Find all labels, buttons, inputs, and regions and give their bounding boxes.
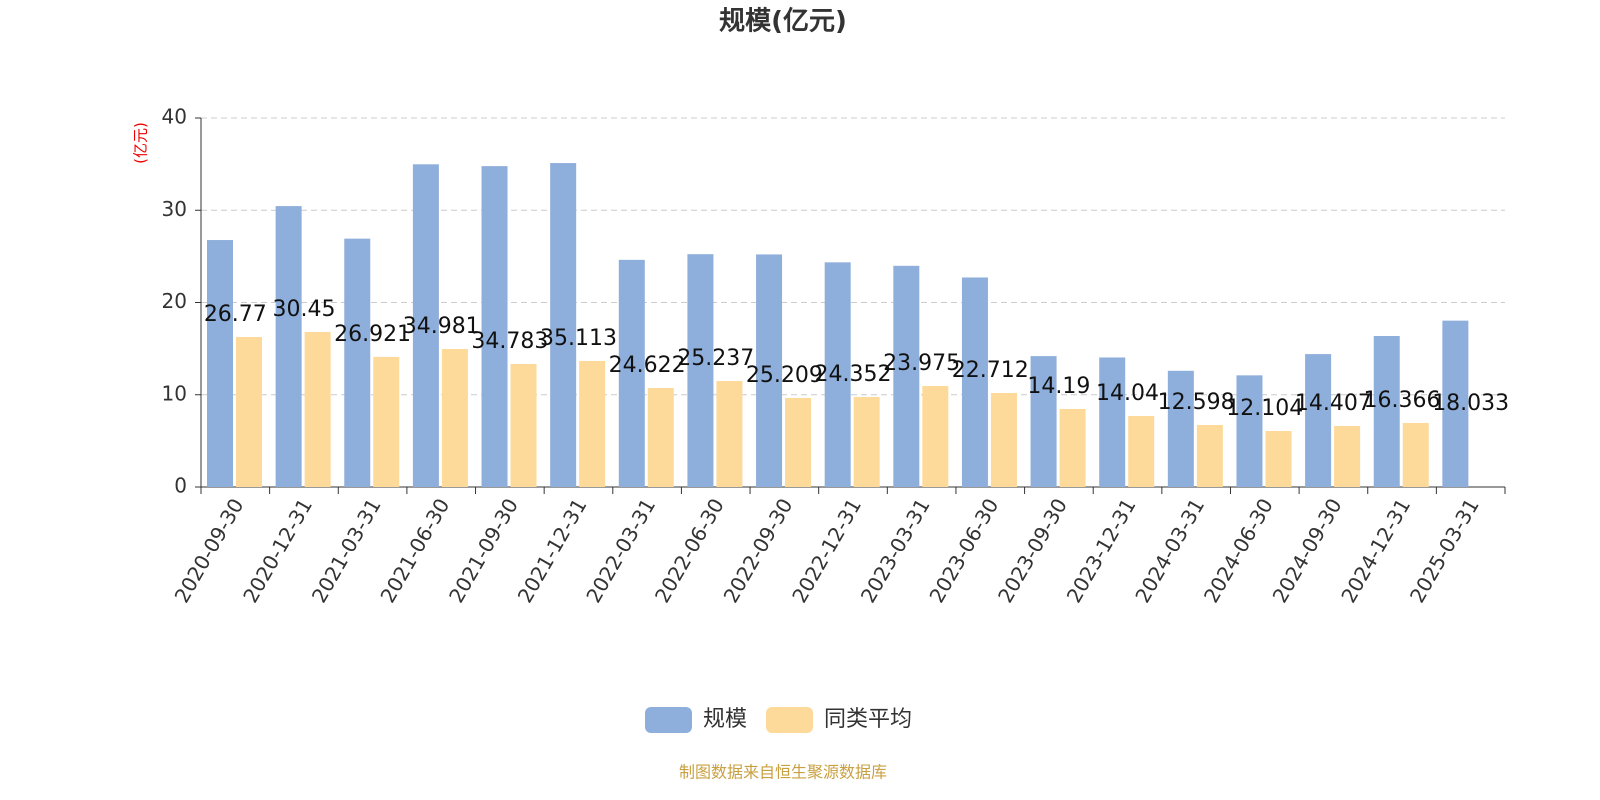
bar [756, 254, 783, 487]
x-tick-label: 2020-09-30 [170, 494, 249, 607]
legend-label: 同类平均 [824, 707, 912, 732]
legend-swatch [766, 707, 814, 733]
data-label: 24.622 [609, 353, 686, 378]
x-tick-label: 2024-12-31 [1336, 494, 1415, 607]
bar [785, 397, 812, 487]
legend-label: 规模 [703, 707, 747, 732]
x-tick-label: 2023-06-30 [924, 494, 1003, 607]
bar [1236, 375, 1263, 487]
data-label: 12.104 [1226, 396, 1303, 421]
bar [344, 238, 371, 487]
bar [579, 360, 606, 487]
bar [1373, 336, 1400, 487]
bar [716, 381, 743, 487]
bar [412, 164, 439, 487]
bar [1167, 370, 1194, 487]
bar [990, 392, 1017, 487]
y-axis-label: (亿元) [132, 122, 150, 164]
x-tick-label: 2021-09-30 [444, 494, 523, 607]
bar [510, 364, 537, 487]
y-tick-label: 30 [162, 197, 187, 221]
data-label: 12.598 [1158, 390, 1235, 415]
x-tick-label: 2022-06-30 [650, 494, 729, 607]
x-tick-label: 2020-12-31 [238, 494, 317, 607]
legend-swatch [645, 707, 692, 733]
bar [1128, 415, 1155, 487]
bar [1099, 357, 1126, 487]
data-label: 14.407 [1295, 391, 1372, 416]
data-label: 35.113 [540, 326, 617, 351]
bar [1442, 320, 1469, 487]
x-tick-label: 2022-03-31 [581, 494, 660, 607]
data-label: 14.04 [1096, 381, 1159, 406]
data-label: 26.921 [334, 322, 411, 347]
bar [1030, 356, 1057, 487]
bar [618, 259, 645, 487]
x-tick-label: 2022-12-31 [787, 494, 866, 607]
bar [893, 265, 920, 487]
bar [853, 396, 880, 487]
bar [373, 356, 400, 487]
data-label: 24.352 [815, 362, 892, 387]
data-label: 34.981 [403, 314, 480, 339]
y-tick-label: 20 [162, 289, 187, 313]
data-label: 16.366 [1364, 388, 1441, 413]
data-label: 18.033 [1432, 391, 1509, 416]
bar [1334, 426, 1361, 487]
data-label: 14.19 [1027, 374, 1090, 399]
bar [304, 332, 331, 487]
data-label: 23.975 [883, 351, 960, 376]
y-tick-label: 40 [162, 105, 187, 129]
bar [1402, 422, 1429, 487]
y-tick-label: 0 [174, 474, 187, 498]
data-label: 30.45 [272, 297, 335, 322]
data-label: 34.783 [471, 329, 548, 354]
x-tick-label: 2025-03-31 [1405, 494, 1484, 607]
data-label: 22.712 [952, 358, 1029, 383]
bar [550, 163, 577, 487]
data-label: 25.237 [677, 346, 754, 371]
x-tick-label: 2021-03-31 [307, 494, 386, 607]
bar [1196, 425, 1223, 487]
x-tick-label: 2024-09-30 [1268, 494, 1347, 607]
bar [824, 262, 851, 487]
bar [441, 348, 468, 487]
chart-title: 规模(亿元) [719, 7, 847, 37]
bar [275, 206, 302, 487]
data-label: 25.209 [746, 363, 823, 388]
x-tick-label: 2022-09-30 [719, 494, 798, 607]
x-tick-label: 2024-06-30 [1199, 494, 1278, 607]
bar [961, 277, 988, 487]
bar [1265, 431, 1292, 487]
x-tick-label: 2023-12-31 [1062, 494, 1141, 607]
source-note: 制图数据来自恒生聚源数据库 [679, 763, 887, 782]
x-tick-label: 2021-06-30 [375, 494, 454, 607]
bar [481, 166, 508, 487]
x-tick-label: 2023-03-31 [856, 494, 935, 607]
y-tick-label: 10 [162, 381, 187, 405]
x-tick-label: 2021-12-31 [513, 494, 592, 607]
bar [236, 337, 262, 487]
bar [687, 254, 714, 487]
data-label: 26.77 [204, 302, 267, 327]
bar [207, 240, 233, 487]
bar [647, 388, 674, 487]
x-tick-label: 2024-03-31 [1130, 494, 1209, 607]
x-tick-label: 2023-09-30 [993, 494, 1072, 607]
bar [1059, 408, 1086, 487]
bar [922, 385, 949, 487]
bar [1305, 354, 1332, 487]
